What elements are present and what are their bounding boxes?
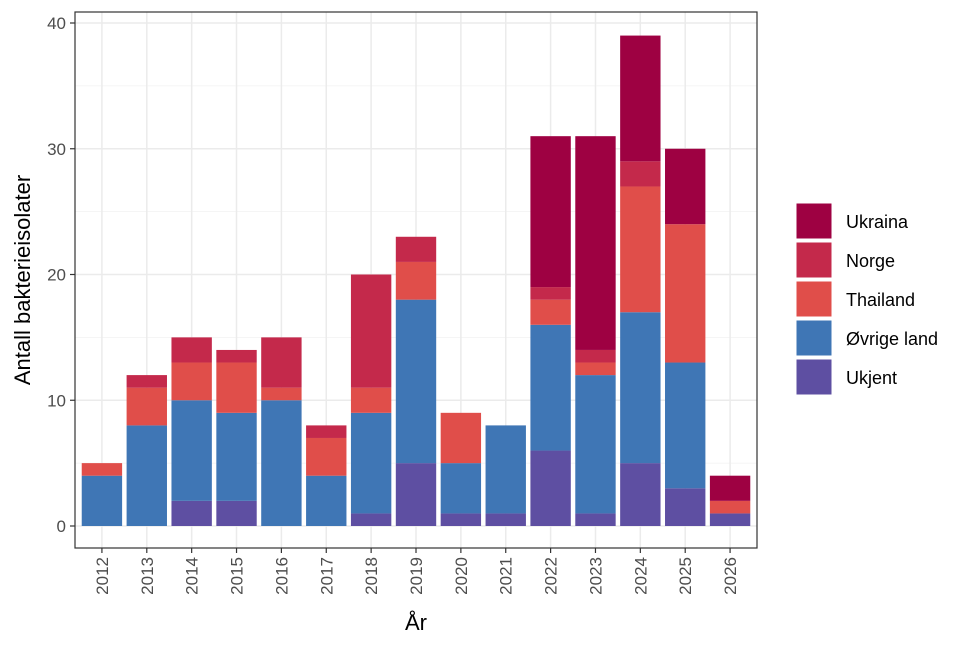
x-tick-label: 2018 <box>362 557 381 595</box>
bar-segment-2025-ukjent <box>665 488 706 526</box>
bar-segment-2019-thailand <box>395 261 437 300</box>
bar-segment-2023-ukjent <box>575 513 616 526</box>
bar-segment-2018-norge <box>350 274 392 388</box>
bar-segment-2015-norge <box>216 349 257 363</box>
y-tick-label: 0 <box>57 517 66 536</box>
bar-segment-2014-norge <box>171 337 212 363</box>
bar-segment-2019-norge <box>395 236 437 262</box>
legend-label: Thailand <box>846 290 915 310</box>
bar-segment-2021-ukjent <box>485 513 526 526</box>
x-axis: 2012 2013 2014 2015 2016 2017 2018 2019 2020 2021… <box>93 548 740 595</box>
x-tick-label: 2021 <box>497 557 516 595</box>
bar-segment-2024-øvrige-land <box>620 312 661 464</box>
bar-segment-2022-thailand <box>530 299 571 325</box>
bar-segment-2026-ukraina <box>709 475 751 501</box>
bar-segment-2024-thailand <box>620 186 661 313</box>
y-tick-label: 10 <box>47 391 66 410</box>
bar-segment-2022-øvrige-land <box>530 324 571 451</box>
legend-label: Ukraina <box>846 212 909 232</box>
legend: Ukraina Norge Thailand Øvrige land Ukjent <box>795 202 938 396</box>
bar-segment-2018-øvrige-land <box>350 412 392 514</box>
bar-segment-2015-thailand <box>216 362 257 413</box>
bar-segment-2025-øvrige-land <box>665 362 706 489</box>
legend-swatch <box>795 241 833 279</box>
bar-segment-2022-ukjent <box>530 450 571 526</box>
bar-segment-2020-thailand <box>440 412 482 464</box>
legend-label: Norge <box>846 251 895 271</box>
x-tick-label: 2025 <box>676 557 695 595</box>
legend-label: Ukjent <box>846 368 897 388</box>
bar-segment-2026-ukjent <box>709 513 751 526</box>
bar-segment-2018-thailand <box>350 387 392 413</box>
bar-segment-2023-norge <box>575 349 616 363</box>
y-axis-label: Antall bakterieisolater <box>10 175 35 385</box>
bar-segment-2019-ukjent <box>395 463 437 526</box>
bar-segment-2017-norge <box>306 425 347 438</box>
bar-segment-2017-thailand <box>306 437 347 476</box>
x-tick-label: 2020 <box>452 557 471 595</box>
x-tick-label: 2017 <box>317 557 336 595</box>
bar-segment-2024-ukraina <box>620 35 661 162</box>
x-tick-label: 2013 <box>138 557 157 595</box>
bar-segment-2014-øvrige-land <box>171 400 212 501</box>
bar-segment-2014-thailand <box>171 362 212 401</box>
bar-segment-2023-ukraina <box>575 136 616 350</box>
bar-segment-2021-øvrige-land <box>485 425 526 514</box>
x-tick-label: 2014 <box>183 557 202 595</box>
y-tick-label: 40 <box>47 14 66 33</box>
legend-swatch <box>795 319 833 357</box>
bar-segment-2016-norge <box>261 337 302 388</box>
legend-swatch <box>795 202 833 240</box>
bar-segment-2020-øvrige-land <box>440 463 482 514</box>
bar-segment-2014-ukjent <box>171 500 212 526</box>
bar-segment-2020-ukjent <box>440 513 482 526</box>
bar-segment-2012-øvrige-land <box>81 475 123 526</box>
x-tick-label: 2012 <box>93 557 112 595</box>
y-tick-label: 30 <box>47 140 66 159</box>
bar-segment-2013-øvrige-land <box>126 425 167 526</box>
x-tick-label: 2015 <box>228 557 247 595</box>
legend-swatch <box>795 280 833 318</box>
x-tick-label: 2016 <box>272 557 291 595</box>
y-axis: 0 10 20 30 40 <box>47 14 75 536</box>
bar-segment-2022-norge <box>530 287 571 300</box>
y-tick-label: 20 <box>47 266 66 285</box>
bar-segment-2026-thailand <box>709 500 751 514</box>
legend-swatch <box>795 358 833 396</box>
bar-segment-2024-ukjent <box>620 463 661 526</box>
bar-segment-2013-thailand <box>126 387 167 426</box>
bar-segment-2018-ukjent <box>350 513 392 526</box>
bar-segment-2025-thailand <box>665 224 706 363</box>
x-tick-label: 2023 <box>586 557 605 595</box>
x-tick-label: 2019 <box>407 557 426 595</box>
legend-label: Øvrige land <box>846 329 938 349</box>
bars <box>81 35 751 526</box>
x-tick-label: 2026 <box>721 557 740 595</box>
bar-segment-2023-øvrige-land <box>575 375 616 514</box>
bar-segment-2019-øvrige-land <box>395 299 437 464</box>
x-axis-label: År <box>405 610 427 635</box>
bar-segment-2022-ukraina <box>530 136 571 288</box>
bar-segment-2025-ukraina <box>665 148 706 225</box>
bar-segment-2016-thailand <box>261 387 302 401</box>
bar-segment-2015-ukjent <box>216 500 257 526</box>
bar-segment-2012-thailand <box>81 463 123 476</box>
bar-segment-2023-thailand <box>575 362 616 376</box>
bar-segment-2015-øvrige-land <box>216 412 257 501</box>
bar-segment-2013-norge <box>126 375 167 388</box>
bar-segment-2017-øvrige-land <box>306 475 347 526</box>
bar-segment-2024-norge <box>620 161 661 187</box>
x-tick-label: 2024 <box>631 557 650 595</box>
x-tick-label: 2022 <box>542 557 561 595</box>
bar-segment-2016-øvrige-land <box>261 400 302 526</box>
